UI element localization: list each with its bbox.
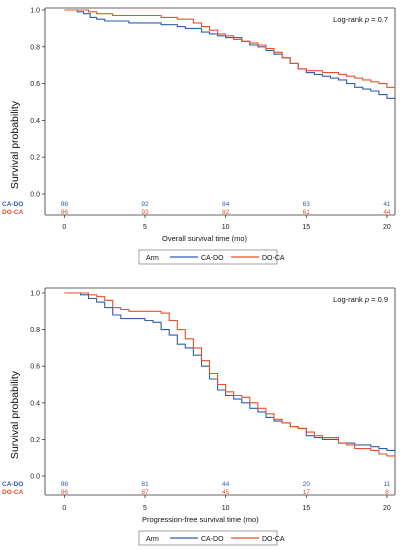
risk-count: 96 <box>61 489 69 496</box>
x-tick-label: 15 <box>302 505 310 512</box>
legend-title: Arm <box>146 255 159 262</box>
risk-row-label: DO-CA <box>2 209 24 216</box>
risk-count: 44 <box>383 209 391 216</box>
risk-count: 93 <box>141 209 149 216</box>
y-tick-label: 0.0 <box>30 474 40 481</box>
panel-progression-free-survival: Survival probability 0.00.20.40.60.81.0 … <box>2 287 396 546</box>
logrank-annotation: Log-rank p = 0.7 <box>333 15 388 24</box>
y-tick-label: 0.8 <box>30 327 40 334</box>
legend-item-ca-do: CA-DO <box>201 255 224 262</box>
risk-count: 44 <box>222 481 230 488</box>
x-tick-label: 0 <box>62 505 66 512</box>
risk-count: 92 <box>141 201 149 208</box>
x-tick-label: 20 <box>383 505 391 512</box>
x-axis-title: Overall survival time (mo) <box>162 234 248 243</box>
risk-count: 81 <box>141 481 149 488</box>
y-tick-label: 0.8 <box>30 44 40 51</box>
x-tick-label: 10 <box>222 505 230 512</box>
x-axis-title: Progression-free survival time (mo) <box>142 515 259 524</box>
legend-item-do-ca: DO-CA <box>262 255 285 262</box>
y-axis-title: Survival probability <box>9 370 21 459</box>
risk-count: 11 <box>384 481 391 488</box>
risk-count: 41 <box>383 201 391 208</box>
risk-count: 17 <box>303 489 311 496</box>
panel-overall-survival: Survival probability 0.00.20.40.60.81.0 … <box>2 7 396 265</box>
y-tick-label: 1.0 <box>30 291 40 298</box>
risk-count: 20 <box>303 481 311 488</box>
y-tick-label: 0.0 <box>30 192 40 199</box>
x-tick-label: 5 <box>143 505 147 512</box>
y-tick-label: 0.2 <box>30 437 40 444</box>
legend: Arm CA-DO DO-CA <box>138 249 285 265</box>
y-tick-label: 1.0 <box>30 8 40 15</box>
risk-table: CA-DO 98 81 44 20 11 DO-CA 96 87 45 17 8 <box>2 481 391 496</box>
y-tick-label: 0.4 <box>30 118 40 125</box>
x-tick-label: 10 <box>222 224 230 231</box>
legend-item-do-ca: DO-CA <box>262 536 285 543</box>
y-tick-label: 0.4 <box>30 400 40 407</box>
km-curve-do-ca <box>64 292 396 458</box>
risk-row-label: CA-DO <box>2 201 23 208</box>
risk-count: 87 <box>141 489 149 496</box>
x-tick-label: 5 <box>143 224 147 231</box>
x-ticks: 0 5 10 15 20 <box>62 495 391 512</box>
km-curve-do-ca <box>64 9 396 91</box>
logrank-annotation: Log-rank p = 0.9 <box>333 295 388 304</box>
km-curves <box>64 292 396 458</box>
plot-frame <box>44 7 396 216</box>
risk-count: 8 <box>385 489 389 496</box>
risk-count: 63 <box>303 201 311 208</box>
x-tick-label: 15 <box>302 224 310 231</box>
risk-count: 96 <box>61 209 69 216</box>
legend-item-ca-do: CA-DO <box>201 536 224 543</box>
legend-title: Arm <box>146 536 159 543</box>
risk-table: CA-DO 98 92 84 63 41 DO-CA 96 93 82 61 44 <box>2 201 391 216</box>
risk-row-label: DO-CA <box>2 489 24 496</box>
risk-count: 98 <box>61 201 69 208</box>
x-tick-label: 20 <box>383 224 391 231</box>
km-curves <box>64 9 396 101</box>
x-ticks: 0 5 10 15 20 <box>62 215 391 231</box>
risk-count: 45 <box>222 489 230 496</box>
risk-count: 61 <box>303 209 311 216</box>
risk-count: 98 <box>61 481 69 488</box>
y-ticks: 0.0 0.2 0.4 0.6 0.8 1.0 <box>30 291 45 481</box>
plot-frame <box>44 287 396 496</box>
y-tick-label: 0.2 <box>30 155 40 162</box>
risk-row-label: CA-DO <box>2 481 23 488</box>
risk-count: 84 <box>222 201 230 208</box>
risk-count: 82 <box>222 209 230 216</box>
legend: Arm CA-DO DO-CA <box>138 530 285 546</box>
y-axis-title: Survival probability <box>9 100 21 189</box>
x-tick-label: 0 <box>62 224 66 231</box>
y-tick-label: 0.6 <box>30 81 40 88</box>
y-tick-label: 0.6 <box>30 364 40 371</box>
y-ticks: 0.0 0.2 0.4 0.6 0.8 1.0 <box>30 8 45 199</box>
